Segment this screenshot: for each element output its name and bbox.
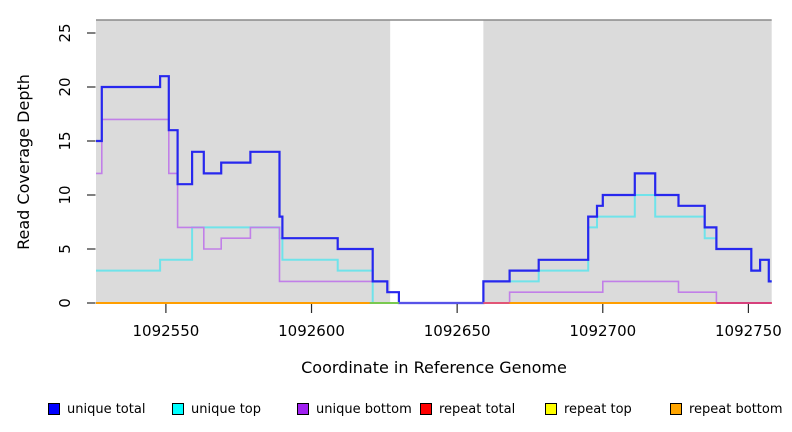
legend-label: repeat bottom: [689, 401, 783, 417]
y-axis-label: Read Coverage Depth: [14, 74, 33, 250]
shaded-region: [483, 20, 772, 304]
x-axis-label: Coordinate in Reference Genome: [301, 358, 567, 377]
y-tick-label: 15: [56, 131, 74, 150]
x-axis: 1092550 1092600 1092650 1092700 1092750: [132, 304, 782, 340]
x-tick-label: 1092700: [569, 322, 636, 340]
legend-swatch: [545, 403, 557, 415]
legend-item-unique-total: unique total: [48, 401, 145, 417]
legend-label: unique bottom: [316, 401, 412, 417]
legend-label: repeat total: [439, 401, 516, 417]
legend-swatch: [172, 403, 184, 415]
legend-swatch: [297, 403, 309, 415]
x-tick-label: 1092550: [132, 322, 199, 340]
x-tick-label: 1092750: [715, 322, 782, 340]
y-tick-label: 20: [56, 77, 74, 96]
legend-label: unique total: [67, 401, 146, 417]
legend-item-repeat-bottom: repeat bottom: [670, 401, 783, 417]
legend-item-unique-top: unique top: [172, 401, 261, 417]
legend-item-unique-bottom: unique bottom: [297, 401, 412, 417]
legend-item-repeat-total: repeat total: [420, 401, 515, 417]
y-tick-label: 10: [56, 185, 74, 204]
legend-label: unique top: [191, 401, 262, 417]
series-line-unique-bottom: [96, 118, 772, 304]
legend-swatch: [48, 403, 60, 415]
legend-swatch: [420, 403, 432, 415]
x-tick-label: 1092600: [278, 322, 345, 340]
shaded-background: [96, 20, 772, 304]
legend-label: repeat top: [564, 401, 632, 417]
legend-swatch: [670, 403, 682, 415]
y-tick-label: 0: [56, 298, 74, 308]
y-tick-label: 5: [56, 244, 74, 254]
y-axis: 0 5 10 15 20 25: [56, 23, 96, 308]
legend-item-repeat-top: repeat top: [545, 401, 632, 417]
x-tick-label: 1092650: [424, 322, 491, 340]
y-tick-label: 25: [56, 23, 74, 42]
